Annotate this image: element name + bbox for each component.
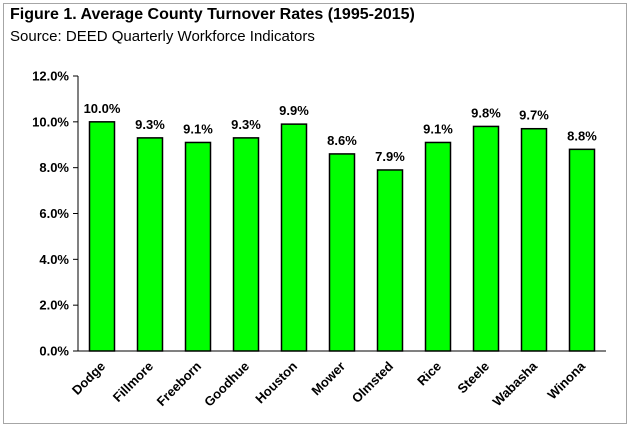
y-tick-label: 2.0% bbox=[39, 298, 69, 313]
data-label: 9.3% bbox=[231, 117, 261, 132]
bar bbox=[472, 125, 500, 352]
x-tick-label: Freeborn bbox=[154, 358, 204, 408]
x-tick-label: Goodhue bbox=[201, 359, 252, 410]
y-tick-label: 12.0% bbox=[32, 69, 69, 84]
data-label: 9.1% bbox=[183, 121, 213, 136]
bar bbox=[232, 137, 260, 352]
x-tick-label: Fillmore bbox=[110, 359, 156, 405]
data-label: 9.3% bbox=[135, 117, 165, 132]
x-tick-label: Olmsted bbox=[349, 358, 396, 405]
y-tick-label: 6.0% bbox=[39, 206, 69, 221]
x-tick-label: Houston bbox=[252, 358, 300, 406]
bar bbox=[184, 141, 212, 352]
data-label: 10.0% bbox=[84, 101, 121, 116]
data-label: 9.8% bbox=[471, 105, 501, 120]
bar bbox=[424, 141, 452, 352]
y-tick-label: 8.0% bbox=[39, 160, 69, 175]
chart-subtitle: Source: DEED Quarterly Workforce Indicat… bbox=[10, 28, 315, 45]
data-label: 9.1% bbox=[423, 121, 453, 136]
data-label: 8.8% bbox=[567, 128, 597, 143]
bar bbox=[136, 137, 164, 352]
chart-title: Figure 1. Average County Turnover Rates … bbox=[10, 6, 415, 23]
bar bbox=[88, 121, 116, 352]
bar bbox=[280, 123, 308, 352]
x-tick-label: Mower bbox=[308, 359, 348, 399]
data-label: 8.6% bbox=[327, 133, 357, 148]
y-tick-label: 4.0% bbox=[39, 252, 69, 267]
bar bbox=[520, 127, 548, 352]
y-tick-label: 10.0% bbox=[32, 114, 69, 129]
bar bbox=[328, 153, 356, 352]
x-tick-label: Steele bbox=[454, 359, 492, 397]
x-tick-label: Rice bbox=[414, 359, 444, 389]
data-label: 7.9% bbox=[375, 149, 405, 164]
x-tick-label: Winona bbox=[544, 358, 588, 402]
bar bbox=[568, 148, 596, 352]
data-label: 9.7% bbox=[519, 108, 549, 123]
x-tick-label: Wabasha bbox=[489, 358, 540, 409]
bar bbox=[376, 169, 404, 352]
y-tick-label: 0.0% bbox=[39, 344, 69, 359]
x-tick-label: Dodge bbox=[69, 359, 108, 398]
data-label: 9.9% bbox=[279, 103, 309, 118]
